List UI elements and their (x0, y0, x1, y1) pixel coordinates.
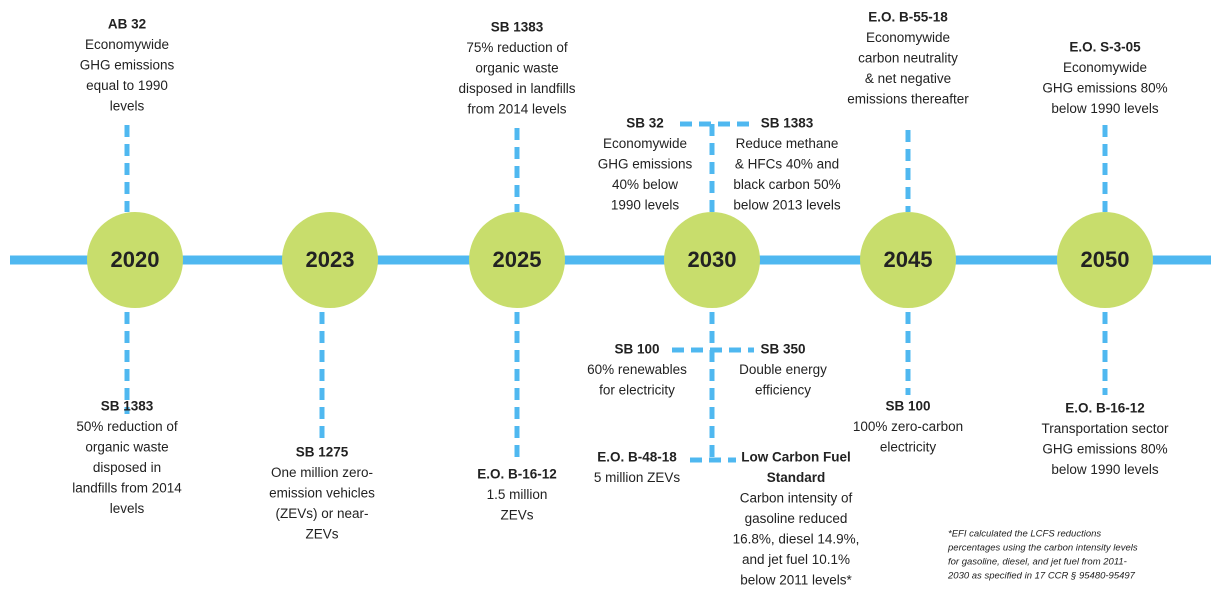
note-title: SB 1383 (491, 20, 544, 35)
note-text: 60% renewables (587, 362, 687, 377)
note-text: Economywide (866, 30, 950, 45)
note-text: below 1990 levels (1051, 101, 1159, 116)
year-circle (282, 212, 378, 308)
note-text: 1990 levels (611, 198, 680, 213)
note-text: gasoline reduced (745, 511, 848, 526)
note-text: Economywide (603, 136, 687, 151)
note-text: disposed in landfills (458, 81, 575, 96)
note-text: 16.8%, diesel 14.9%, (733, 532, 860, 547)
note-text: 5 million ZEVs (594, 470, 681, 485)
note-text: & net negative (865, 71, 951, 86)
note-text: Reduce methane (736, 136, 839, 151)
note-text: 75% reduction of (466, 40, 568, 55)
note-text: Economywide (85, 37, 169, 52)
year-label: 2023 (306, 247, 355, 272)
note-text: (ZEVs) or near- (275, 506, 368, 521)
note-text: landfills from 2014 (72, 481, 182, 496)
note-title: SB 1275 (296, 445, 349, 460)
year-label: 2030 (688, 247, 737, 272)
note-text: from 2014 levels (467, 102, 566, 117)
note-text: & HFCs 40% and (735, 157, 839, 172)
note-text: emissions thereafter (847, 92, 969, 107)
note-text: carbon neutrality (858, 51, 958, 66)
year-circle (664, 212, 760, 308)
note-text: for electricity (599, 383, 675, 398)
year-label: 2025 (493, 247, 542, 272)
note-text: 1.5 million (487, 487, 548, 502)
year-circle (469, 212, 565, 308)
note-title: SB 100 (614, 342, 659, 357)
year-circle (860, 212, 956, 308)
note-text: emission vehicles (269, 486, 375, 501)
note-title: E.O. B-48-18 (597, 450, 677, 465)
year-label: 2050 (1081, 247, 1130, 272)
year-label: 2020 (111, 247, 160, 272)
note-title: SB 350 (760, 342, 805, 357)
note-text: organic waste (475, 61, 558, 76)
year-label: 2045 (884, 247, 933, 272)
footnote: *EFI calculated the LCFS reductions (948, 529, 1101, 540)
note-text: below 1990 levels (1051, 462, 1159, 477)
note-text: 50% reduction of (76, 419, 178, 434)
note-text: GHG emissions 80% (1042, 81, 1167, 96)
note-text: ZEVs (500, 508, 533, 523)
note-text: electricity (880, 440, 937, 455)
note-title: Standard (767, 470, 826, 485)
note-title: SB 32 (626, 116, 664, 131)
note-text: organic waste (85, 440, 168, 455)
note-text: below 2011 levels* (740, 573, 852, 588)
note-title: SB 1383 (101, 399, 154, 414)
note-text: GHG emissions (80, 58, 175, 73)
note-text: levels (110, 99, 145, 114)
note-text: below 2013 levels (733, 198, 841, 213)
note-text: Double energy (739, 362, 827, 377)
note-text: Carbon intensity of (740, 491, 853, 506)
note-text: One million zero- (271, 465, 373, 480)
note-text: Transportation sector (1041, 421, 1169, 436)
footnote: percentages using the carbon intensity l… (947, 543, 1138, 554)
note-title: AB 32 (108, 17, 146, 32)
note-text: equal to 1990 (86, 78, 168, 93)
note-text: disposed in (93, 460, 161, 475)
note-title: SB 1383 (761, 116, 814, 131)
note-title: E.O. B-16-12 (477, 467, 557, 482)
note-text: GHG emissions (598, 157, 693, 172)
note-title: E.O. B-16-12 (1065, 401, 1145, 416)
note-text: black carbon 50% (733, 177, 840, 192)
note-text: GHG emissions 80% (1042, 442, 1167, 457)
note-title: SB 100 (885, 399, 930, 414)
note-text: and jet fuel 10.1% (742, 552, 850, 567)
connectors (124, 121, 1108, 463)
footnote: for gasoline, diesel, and jet fuel from … (948, 557, 1127, 568)
year-circle (87, 212, 183, 308)
note-text: ZEVs (305, 527, 338, 542)
note-title: E.O. S-3-05 (1069, 40, 1141, 55)
note-title: Low Carbon Fuel (741, 450, 851, 465)
note-text: efficiency (755, 383, 811, 398)
note-text: 40% below (612, 177, 678, 192)
note-title: E.O. B-55-18 (868, 10, 948, 25)
note-text: Economywide (1063, 60, 1147, 75)
footnote: 2030 as specified in 17 CCR § 95480-9549… (947, 571, 1136, 582)
note-text: levels (110, 501, 145, 516)
year-circle (1057, 212, 1153, 308)
note-text: 100% zero-carbon (853, 419, 963, 434)
